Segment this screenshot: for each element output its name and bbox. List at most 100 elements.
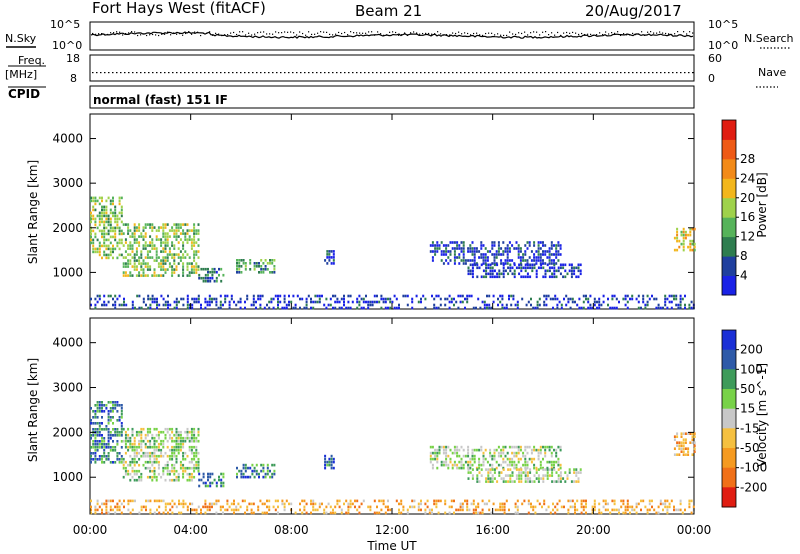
velocity-echo-cell [94,440,97,443]
velocity-echo-cell [188,478,191,482]
power-echo-cell [522,259,525,262]
power-echo-cell [548,259,551,262]
velocity-echo-cell [557,460,560,464]
velocity-colorbar-tick-label: 15 [740,402,755,416]
power-echo-cell [539,241,542,244]
velocity-echo-cell [457,508,460,512]
power-echo-cell [356,306,359,310]
power-echo-cell [122,223,125,226]
velocity-echo-cell [247,466,249,470]
power-echo-cell [182,256,185,259]
velocity-echo-cell [90,407,92,410]
power-echo-cell [184,238,187,241]
velocity-echo-cell [378,511,381,515]
velocity-echo-cell [195,463,198,467]
velocity-echo-cell [473,457,476,461]
velocity-echo-cell [518,474,521,477]
power-echo-cell [480,241,483,244]
power-echo-cell [497,303,499,307]
velocity-echo-cell [133,445,136,449]
velocity-echo-cell [540,477,543,480]
power-echo-cell [461,294,464,298]
power-echo-cell [480,247,483,250]
velocity-echo-cell [178,511,180,515]
velocity-echo-cell [94,458,97,461]
velocity-echo-cell [96,499,99,503]
velocity-echo-cell [105,511,108,515]
freq-point [560,72,562,74]
velocity-echo-cell [271,475,274,479]
noise-search-point [662,32,664,34]
velocity-echo-cell [347,511,350,515]
power-echo-cell [92,229,95,233]
noise-search-point [590,33,592,35]
velocity-echo-cell [519,466,522,470]
velocity-echo-cell [486,460,489,464]
power-echo-cell [462,244,465,247]
velocity-echo-cell [466,499,469,503]
power-echo-cell [215,276,218,280]
velocity-echo-cell [520,477,523,480]
velocity-colorbar-segment [722,448,736,469]
velocity-echo-cell [644,505,647,509]
velocity-echo-cell [445,463,448,467]
velocity-ytick-label: 4000 [52,336,83,350]
power-echo-cell [235,303,238,307]
velocity-echo-cell [678,444,681,447]
power-echo-cell [557,269,560,273]
power-echo-cell [120,238,123,242]
power-echo-cell [358,300,361,304]
power-echo-cell [149,265,152,268]
noise-search-point [497,33,499,35]
velocity-echo-cell [439,499,442,503]
power-echo-cell [153,271,156,274]
velocity-echo-cell [127,472,130,476]
velocity-echo-cell [687,447,690,450]
power-echo-cell [334,306,337,310]
velocity-echo-cell [191,502,194,506]
velocity-echo-cell [244,499,246,503]
noise-search-point [674,33,676,35]
freq-point [264,72,266,74]
power-echo-cell [469,247,472,250]
velocity-echo-cell [144,445,147,449]
velocity-echo-cell [217,499,220,503]
power-echo-cell [502,241,505,244]
velocity-echo-cell [142,451,145,455]
velocity-echo-cell [129,478,132,482]
velocity-echo-cell [118,508,121,512]
power-echo-cell [510,303,513,307]
power-echo-cell [103,208,106,212]
velocity-echo-cell [519,448,522,452]
velocity-echo-cell [160,430,163,434]
power-echo-cell [107,232,110,236]
velocity-echo-cell [475,508,477,512]
velocity-echo-cell [688,502,691,506]
velocity-echo-cell [195,466,198,470]
velocity-echo-cell [124,469,127,473]
velocity-echo-cell [651,505,653,509]
velocity-echo-cell [178,499,180,503]
power-echo-cell [167,300,169,304]
power-echo-cell [171,271,174,274]
velocity-echo-cell [153,436,156,440]
velocity-echo-cell [544,454,547,458]
velocity-echo-cell [236,472,238,476]
power-echo-cell [565,303,568,307]
power-echo-cell [149,297,152,301]
velocity-echo-cell [367,505,370,509]
velocity-echo-cell [655,511,658,515]
velocity-echo-cell [155,433,158,437]
noise-search-point [632,32,634,35]
velocity-echo-cell [226,508,229,512]
power-echo-cell [553,266,556,270]
power-echo-cell [149,306,152,310]
velocity-echo-cell [577,480,580,483]
noise-search-point [644,34,646,36]
power-echo-cell [491,244,494,247]
velocity-echo-cell [336,499,339,503]
velocity-echo-cell [436,451,439,455]
velocity-echo-cell [473,460,476,464]
velocity-echo-cell [120,511,123,515]
power-echo-cell [500,259,503,262]
